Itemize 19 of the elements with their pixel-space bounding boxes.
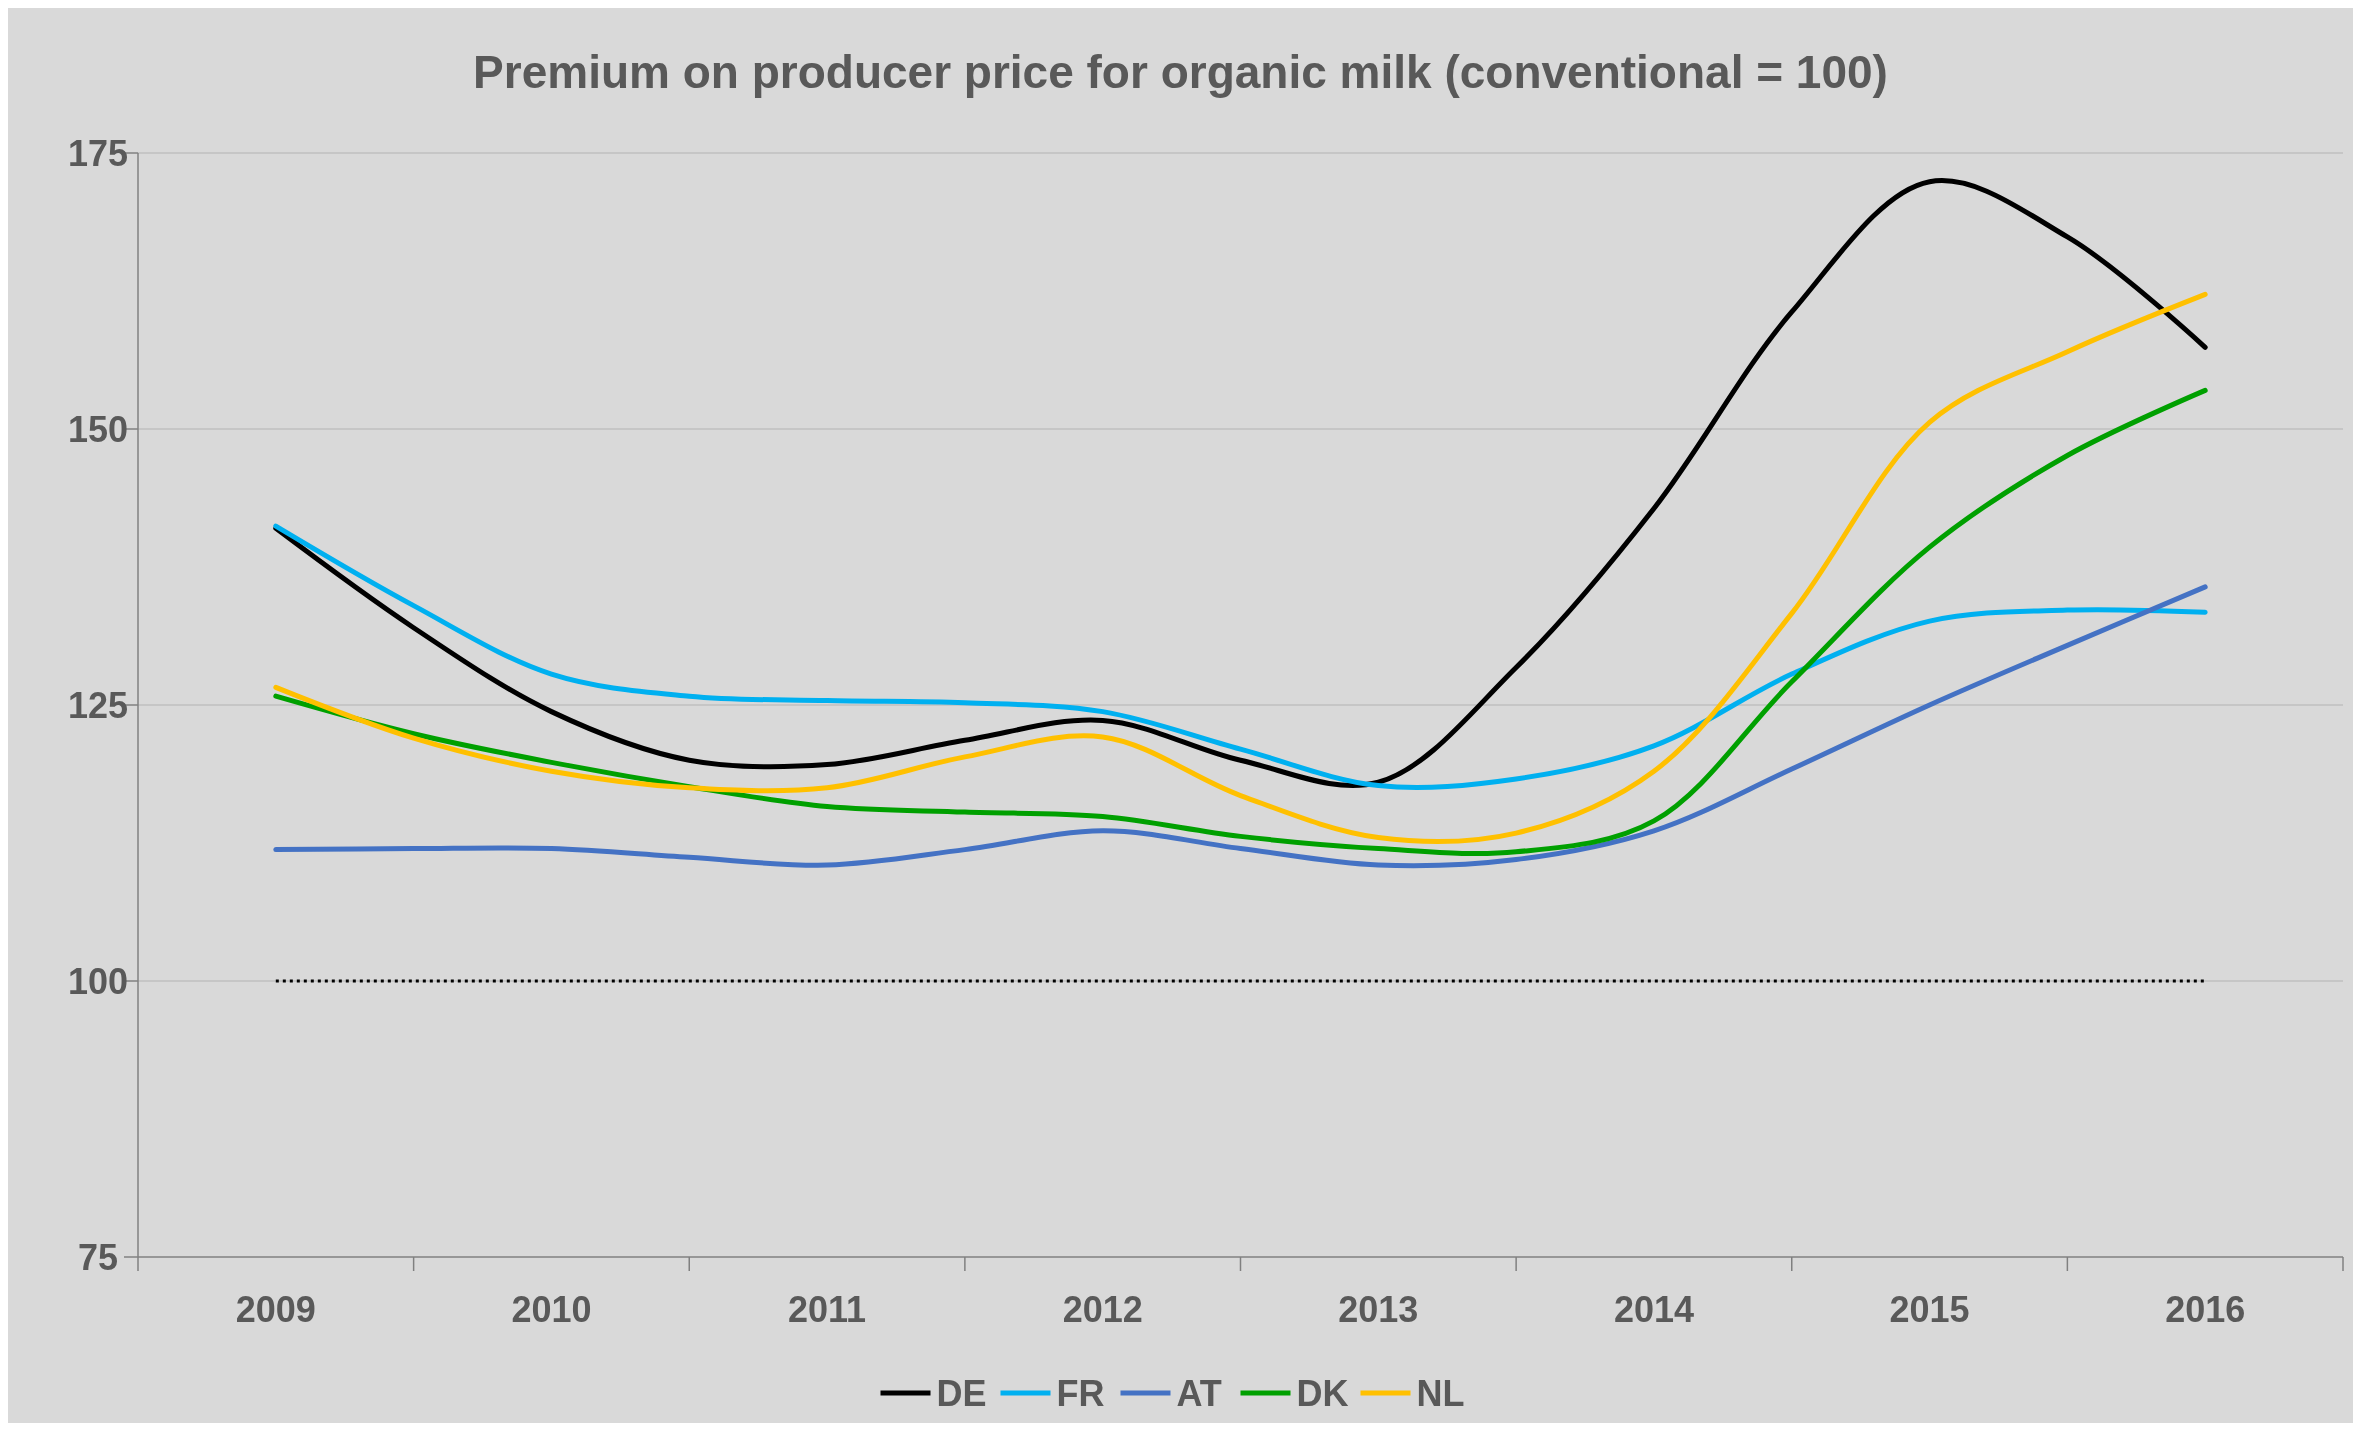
legend-label: NL <box>1416 1372 1465 1414</box>
x-tick-label: 2014 <box>1613 1289 1694 1330</box>
x-tick-label: 2013 <box>1338 1289 1419 1330</box>
y-tick-label: 75 <box>77 1236 119 1278</box>
y-tick-label: 100 <box>67 960 129 1002</box>
y-tick-label: 125 <box>67 684 129 726</box>
x-tick-label: 2012 <box>1062 1289 1143 1330</box>
x-tick-label: 2011 <box>788 1289 867 1330</box>
legend-label: FR <box>1056 1372 1105 1414</box>
legend-label: DE <box>936 1372 987 1414</box>
x-tick-label: 2010 <box>511 1289 592 1330</box>
x-tick-label: 2016 <box>2165 1289 2246 1330</box>
y-tick-label: 175 <box>67 132 129 174</box>
chart-title: Premium on producer price for organic milk (conventional = 100) <box>473 46 1888 98</box>
y-tick-label: 150 <box>67 408 129 450</box>
x-tick-label: 2009 <box>235 1289 316 1330</box>
legend-label: DK <box>1296 1372 1349 1414</box>
x-tick-label: 2015 <box>1889 1289 1970 1330</box>
legend-label: AT <box>1176 1372 1222 1414</box>
